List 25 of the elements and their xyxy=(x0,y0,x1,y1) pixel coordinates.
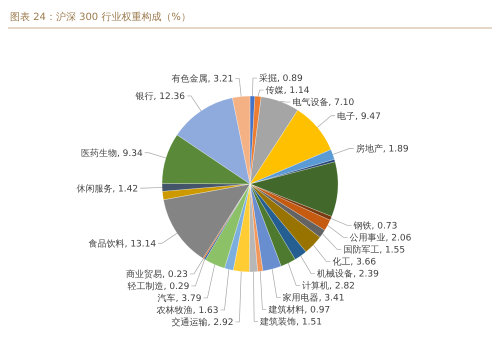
slice-label: 汽车, 3.79 xyxy=(158,293,202,304)
slice-label: 电气设备, 7.10 xyxy=(292,97,354,108)
chart-title: 图表 24：沪深 300 行业权重构成（%） xyxy=(10,11,191,23)
slice-label: 机械设备, 2.39 xyxy=(317,268,380,280)
slice-label: 轻工制造, 0.29 xyxy=(128,281,190,292)
slice-label: 传媒, 1.14 xyxy=(266,85,310,96)
slice-label: 交通运输, 2.92 xyxy=(172,317,234,328)
slice-label: 采掘, 0.89 xyxy=(258,73,303,84)
slice-label: 休闲服务, 1.42 xyxy=(76,183,138,194)
slice-label: 农林牧渔, 1.63 xyxy=(156,305,219,316)
slice-label: 国防军工, 1.55 xyxy=(343,244,406,256)
slice-label: 银行, 12.36 xyxy=(134,91,186,102)
slice-label: 家用电器, 3.41 xyxy=(282,292,344,304)
slice-label: 化工, 3.66 xyxy=(332,256,376,268)
slice-label: 钢铁, 0.73 xyxy=(352,220,398,232)
slice-label: 食品饮料, 13.14 xyxy=(88,238,156,250)
slice-label: 计算机, 2.82 xyxy=(302,280,355,292)
slice-label: 有色金属, 3.21 xyxy=(172,74,234,85)
slice-label: 建筑材料, 0.97 xyxy=(267,304,330,316)
slice-label: 商业贸易, 0.23 xyxy=(126,269,188,280)
slice-label: 公用事业, 2.06 xyxy=(350,232,412,244)
slice-label: 建筑装饰, 1.51 xyxy=(259,316,322,328)
slice-label: 医药生物, 9.34 xyxy=(80,148,143,159)
slice-label: 电子, 9.47 xyxy=(337,110,381,122)
slice-label: 房地产, 1.89 xyxy=(356,144,409,155)
